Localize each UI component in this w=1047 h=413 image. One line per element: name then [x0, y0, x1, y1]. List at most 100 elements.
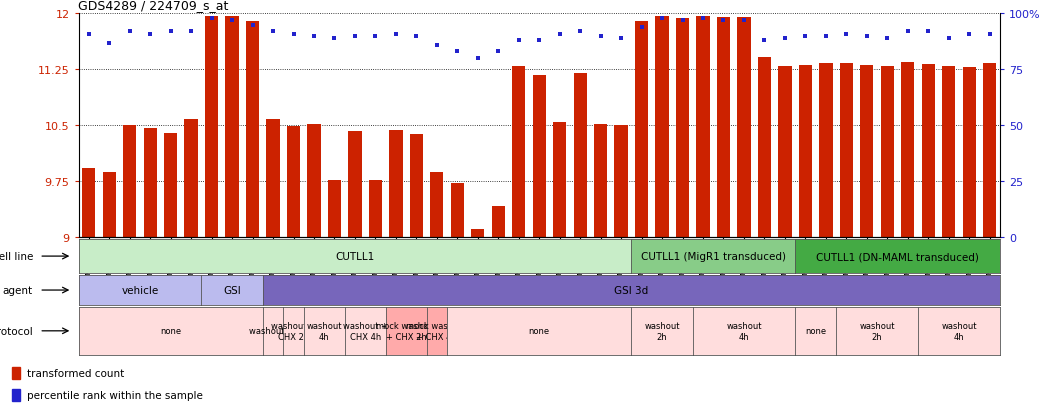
Bar [717, 18, 730, 237]
Bar [553, 122, 566, 237]
Text: washout
4h: washout 4h [941, 321, 977, 341]
Point [859, 33, 875, 40]
Bar [12, 389, 20, 401]
Text: agent: agent [3, 285, 32, 295]
Bar [737, 18, 751, 237]
Point [961, 31, 978, 38]
Bar [512, 66, 526, 237]
Bar [696, 17, 710, 237]
Point [203, 16, 220, 22]
Bar [983, 64, 997, 237]
Point [593, 33, 609, 40]
Text: protocol: protocol [0, 326, 32, 336]
Bar [942, 66, 955, 237]
Bar [758, 57, 771, 237]
Point [552, 31, 569, 38]
Point [818, 33, 834, 40]
Bar [799, 66, 812, 237]
Bar [450, 184, 464, 237]
Point [101, 40, 117, 47]
Point [81, 31, 97, 38]
Point [285, 31, 302, 38]
Text: washout
2h: washout 2h [644, 321, 680, 341]
Text: GDS4289 / 224709_s_at: GDS4289 / 224709_s_at [77, 0, 228, 12]
Bar [594, 124, 607, 237]
Point [920, 29, 937, 36]
Bar [12, 368, 20, 380]
Bar [287, 127, 300, 237]
Point [736, 18, 753, 24]
Text: washout +
CHX 2h: washout + CHX 2h [271, 321, 316, 341]
Text: transformed count: transformed count [27, 368, 125, 378]
Bar [184, 119, 198, 237]
Bar [328, 180, 341, 237]
Bar [676, 19, 689, 237]
Bar [655, 17, 669, 237]
Bar [369, 180, 382, 237]
Text: CUTLL1 (MigR1 transduced): CUTLL1 (MigR1 transduced) [641, 252, 785, 261]
Point [306, 33, 322, 40]
Point [387, 31, 404, 38]
Point [326, 36, 342, 42]
Point [674, 18, 691, 24]
Text: washout
4h: washout 4h [307, 321, 342, 341]
Point [572, 29, 588, 36]
Bar [881, 66, 894, 237]
Bar [901, 63, 914, 237]
Bar [389, 131, 402, 237]
Point [449, 49, 466, 56]
Text: cell line: cell line [0, 252, 32, 261]
Text: CUTLL1 (DN-MAML transduced): CUTLL1 (DN-MAML transduced) [816, 252, 979, 261]
Point [633, 24, 650, 31]
Text: washout +
CHX 4h: washout + CHX 4h [342, 321, 387, 341]
Point [777, 36, 794, 42]
Bar [143, 128, 157, 237]
Text: mock washout
+ CHX 2h: mock washout + CHX 2h [376, 321, 437, 341]
Bar [164, 133, 177, 237]
Text: vehicle: vehicle [121, 285, 158, 295]
Bar [430, 173, 444, 237]
Bar [819, 64, 832, 237]
Bar [308, 124, 320, 237]
Text: GSI 3d: GSI 3d [615, 285, 648, 295]
Point [694, 16, 711, 22]
Point [367, 33, 384, 40]
Bar [778, 67, 792, 237]
Bar [205, 17, 218, 237]
Text: CUTLL1: CUTLL1 [335, 252, 375, 261]
Point [469, 56, 486, 62]
Bar [409, 135, 423, 237]
Bar [103, 173, 116, 237]
Point [940, 36, 957, 42]
Point [428, 43, 445, 49]
Bar [349, 132, 361, 237]
Text: none: none [529, 327, 550, 335]
Point [612, 36, 629, 42]
Bar [634, 22, 648, 237]
Point [490, 49, 507, 56]
Text: GSI: GSI [223, 285, 241, 295]
Text: none: none [160, 327, 181, 335]
Bar [921, 65, 935, 237]
Point [838, 31, 854, 38]
Point [347, 33, 363, 40]
Point [510, 38, 527, 45]
Bar [246, 22, 260, 237]
Bar [962, 68, 976, 237]
Bar [266, 119, 280, 237]
Point [224, 18, 241, 24]
Point [797, 33, 814, 40]
Point [756, 38, 773, 45]
Bar [225, 17, 239, 237]
Text: none: none [805, 327, 826, 335]
Point [715, 18, 732, 24]
Bar [492, 206, 505, 237]
Point [244, 22, 261, 29]
Point [162, 29, 179, 36]
Point [121, 29, 138, 36]
Point [981, 31, 998, 38]
Text: percentile rank within the sample: percentile rank within the sample [27, 390, 203, 400]
Point [878, 36, 895, 42]
Text: washout 2h: washout 2h [248, 327, 297, 335]
Point [141, 31, 158, 38]
